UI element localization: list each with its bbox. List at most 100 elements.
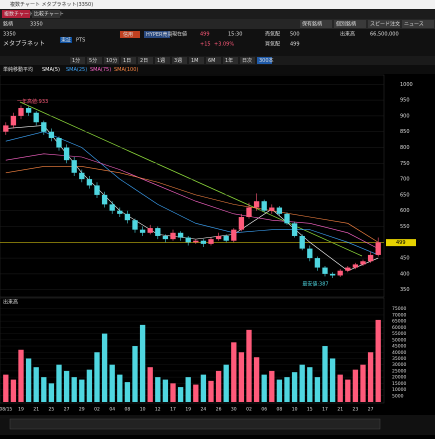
volume-bar bbox=[314, 377, 321, 402]
period-label[interactable]: 1日 bbox=[123, 58, 131, 64]
tab-label[interactable]: 比較チャート bbox=[34, 11, 64, 18]
candle-body bbox=[109, 204, 115, 211]
volume-bar bbox=[86, 369, 93, 402]
quote-market: 東証 bbox=[61, 37, 71, 44]
volume-bar bbox=[352, 369, 359, 402]
candle-body bbox=[71, 160, 77, 173]
y-tick-label: 650 bbox=[400, 192, 410, 198]
candle-body bbox=[132, 220, 138, 230]
x-tick-label: 10 bbox=[140, 407, 146, 413]
period-button[interactable] bbox=[87, 57, 102, 64]
period-label[interactable]: 2日 bbox=[140, 58, 148, 64]
period-button[interactable] bbox=[172, 57, 187, 64]
margin-badge[interactable] bbox=[120, 31, 140, 38]
volume-bar bbox=[33, 367, 39, 402]
toolbar-button-label[interactable]: ニュース bbox=[404, 22, 424, 28]
toolbar-label[interactable]: 3350 bbox=[30, 22, 43, 28]
period-button[interactable] bbox=[138, 57, 153, 64]
volume-bar bbox=[375, 319, 381, 402]
period-label[interactable]: 1分 bbox=[72, 57, 80, 64]
hyper-badge[interactable] bbox=[144, 31, 170, 38]
candle-body bbox=[177, 232, 184, 238]
period-button[interactable] bbox=[121, 57, 136, 64]
volume-bar bbox=[177, 387, 184, 402]
toolbar-button[interactable] bbox=[402, 20, 434, 28]
volume-tick-label: 45000 bbox=[392, 344, 406, 350]
candle-body bbox=[253, 201, 260, 208]
candle-body bbox=[367, 254, 374, 262]
volume-bar bbox=[41, 377, 47, 402]
x-tick-label: 08 bbox=[277, 407, 283, 413]
period-label[interactable]: 300本 bbox=[259, 57, 274, 64]
period-button[interactable] bbox=[206, 57, 221, 64]
period-label[interactable]: 6M bbox=[208, 58, 216, 64]
x-tick-label: 30 bbox=[231, 407, 237, 413]
period-label[interactable]: 1年 bbox=[225, 57, 233, 64]
x-tick-label: 08/15 bbox=[0, 407, 12, 413]
period-label[interactable]: 3週 bbox=[174, 57, 182, 64]
volume-bar bbox=[63, 370, 70, 402]
volume-bar bbox=[253, 357, 260, 402]
period-button[interactable] bbox=[223, 57, 238, 64]
volume-bar bbox=[56, 364, 62, 402]
period-label[interactable]: 5分 bbox=[89, 57, 97, 64]
quote-hyper[interactable]: HYPER売買 bbox=[146, 31, 172, 38]
candle-body bbox=[276, 207, 283, 214]
candle-body bbox=[329, 273, 336, 276]
volume-bar bbox=[238, 352, 245, 402]
x-tick-label: 19 bbox=[185, 407, 191, 413]
tab[interactable] bbox=[32, 10, 60, 18]
toolbar-button[interactable] bbox=[300, 20, 332, 28]
quote-code: 3350 bbox=[3, 32, 16, 38]
volume-bar bbox=[170, 383, 176, 402]
toolbar-button[interactable] bbox=[368, 20, 400, 28]
y-tick-label: 550 bbox=[400, 224, 410, 230]
window-title: 複数チャート メタプラネット(3350) bbox=[10, 1, 93, 8]
tab-label[interactable]: 複数チャート bbox=[4, 11, 34, 18]
quote-margin[interactable]: 信用 bbox=[123, 31, 133, 38]
period-label[interactable]: 1週 bbox=[157, 57, 165, 64]
period-button[interactable] bbox=[104, 57, 119, 64]
indicator-legend: SMA(5) SMA(25) SMA(75) SMA(100) bbox=[42, 67, 138, 73]
period-label[interactable]: 10分 bbox=[106, 57, 117, 64]
candle-body bbox=[345, 267, 351, 271]
period-label[interactable]: 1M bbox=[191, 58, 199, 64]
volume-bar bbox=[25, 358, 32, 402]
volume-bar bbox=[299, 364, 305, 402]
volume-bar bbox=[124, 382, 131, 402]
tab-bar bbox=[0, 9, 435, 19]
volume-bar bbox=[117, 374, 123, 402]
volume-bar bbox=[215, 370, 222, 402]
volume-bar bbox=[223, 364, 229, 402]
volume-bar bbox=[162, 379, 169, 402]
candle-body bbox=[314, 258, 321, 268]
tab[interactable] bbox=[2, 10, 30, 18]
candle-body bbox=[10, 115, 17, 126]
scroll-track[interactable] bbox=[9, 418, 381, 430]
period-button[interactable] bbox=[189, 57, 204, 64]
volume-bar bbox=[246, 329, 252, 402]
toolbar-button-label[interactable]: スピード注文 bbox=[370, 21, 400, 28]
volume-bar bbox=[79, 379, 85, 402]
period-button[interactable] bbox=[155, 57, 170, 64]
toolbar-button-label[interactable]: 個別銘柄 bbox=[336, 21, 356, 28]
market-badge bbox=[60, 37, 72, 43]
volume-tick-label: 75000 bbox=[392, 306, 406, 312]
toolbar-buttons: 保有銘柄 個別銘柄 スピード注文 ニュース bbox=[300, 20, 434, 28]
x-tick-label: 19 bbox=[18, 407, 24, 413]
candle-body bbox=[170, 232, 176, 240]
period-button[interactable] bbox=[240, 57, 255, 64]
toolbar-button[interactable] bbox=[334, 20, 366, 28]
quote-pts: PTS bbox=[76, 38, 85, 44]
toolbar-button-label[interactable]: 保有銘柄 bbox=[302, 21, 322, 28]
toolbar-label[interactable]: 銘柄 bbox=[3, 21, 13, 28]
period-button[interactable] bbox=[257, 57, 272, 64]
x-tick-label: 02 bbox=[246, 407, 252, 413]
ask: 499 bbox=[290, 42, 300, 48]
change-pct: +3.09% bbox=[214, 42, 234, 48]
x-tick-label: 08 bbox=[125, 407, 131, 413]
period-label[interactable]: 日次 bbox=[242, 57, 252, 64]
candle-body bbox=[261, 201, 267, 211]
period-button[interactable] bbox=[70, 57, 85, 64]
y-tick-label: 1000 bbox=[400, 82, 413, 88]
